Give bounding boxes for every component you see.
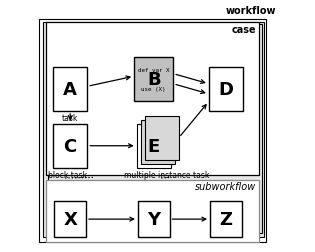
- Text: def var X: def var X: [138, 68, 169, 73]
- Bar: [53, 124, 87, 168]
- Bar: [39, 20, 266, 242]
- Bar: [138, 202, 169, 237]
- Text: use (X): use (X): [141, 87, 166, 91]
- Bar: [134, 57, 173, 102]
- Bar: [210, 202, 242, 237]
- Text: B: B: [147, 70, 161, 88]
- Bar: [141, 120, 175, 164]
- Text: A: A: [63, 80, 77, 99]
- Bar: [53, 68, 87, 112]
- Bar: [48, 25, 262, 233]
- Text: X: X: [63, 210, 77, 228]
- Text: Z: Z: [219, 210, 232, 228]
- Bar: [43, 22, 264, 237]
- Bar: [209, 68, 243, 112]
- Text: C: C: [64, 137, 77, 155]
- Bar: [46, 180, 259, 242]
- Text: multiple instance task: multiple instance task: [124, 171, 209, 180]
- Text: subworkflow: subworkflow: [195, 181, 256, 192]
- Bar: [137, 124, 171, 168]
- Bar: [145, 116, 179, 160]
- Text: workflow: workflow: [226, 6, 276, 16]
- Text: block task: block task: [48, 171, 87, 180]
- Text: E: E: [148, 137, 160, 155]
- Text: case: case: [232, 25, 256, 35]
- Text: task: task: [62, 114, 78, 123]
- Bar: [54, 202, 86, 237]
- Text: Y: Y: [147, 210, 160, 228]
- Text: D: D: [218, 80, 233, 99]
- Bar: [46, 23, 259, 175]
